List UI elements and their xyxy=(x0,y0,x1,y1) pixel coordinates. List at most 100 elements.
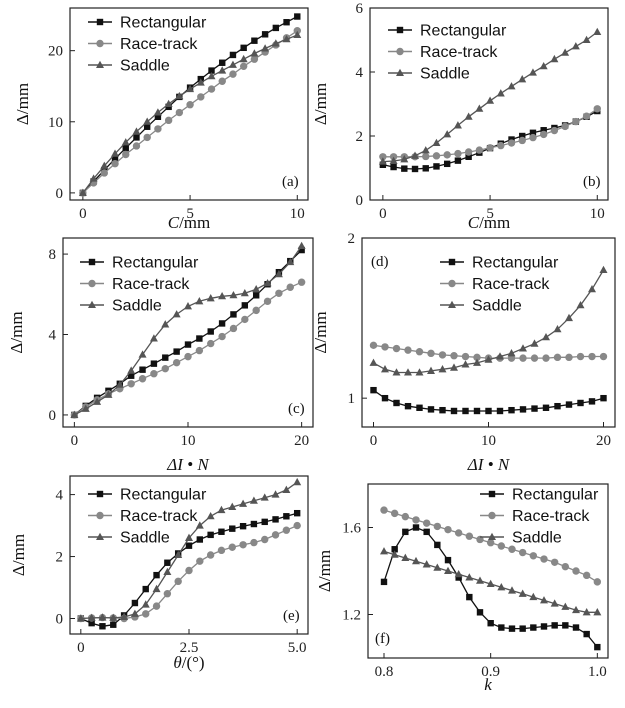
data-point xyxy=(542,404,550,411)
data-point xyxy=(132,142,141,150)
legend-marker xyxy=(396,68,404,76)
data-point xyxy=(282,526,291,534)
data-point xyxy=(508,406,515,414)
data-point xyxy=(439,406,446,414)
data-point xyxy=(369,358,378,366)
data-point xyxy=(283,513,290,520)
data-point xyxy=(542,333,550,341)
data-point xyxy=(507,139,516,147)
data-point xyxy=(207,85,216,93)
data-point xyxy=(600,394,607,402)
data-point xyxy=(415,368,424,376)
legend: Rectangular Race-track Saddle xyxy=(480,487,599,547)
data-point xyxy=(576,352,585,361)
data-point xyxy=(218,528,225,535)
data-point xyxy=(381,365,389,373)
data-point xyxy=(497,141,505,150)
data-point xyxy=(484,355,493,363)
data-point xyxy=(461,352,470,361)
legend-label: Rectangular xyxy=(120,15,207,32)
data-point xyxy=(152,602,161,610)
x-axis-label: C/mm xyxy=(468,213,511,232)
data-point xyxy=(486,144,494,152)
data-point xyxy=(132,127,141,135)
x-axis-label: k xyxy=(484,675,492,694)
data-point xyxy=(175,108,184,117)
legend-marker xyxy=(488,532,496,540)
data-point xyxy=(411,165,419,173)
data-point xyxy=(390,509,399,518)
x-tick-label: 2.5 xyxy=(180,640,199,656)
data-point xyxy=(465,573,474,581)
data-point xyxy=(454,157,462,164)
data-point xyxy=(252,284,261,293)
legend-marker xyxy=(96,39,104,48)
data-point xyxy=(196,536,204,543)
data-point xyxy=(404,368,412,376)
data-point xyxy=(111,155,119,162)
data-point xyxy=(163,567,172,576)
data-point xyxy=(218,292,227,300)
series-race-track xyxy=(379,105,601,161)
data-point xyxy=(185,542,193,549)
data-point xyxy=(229,525,236,532)
legend-marker xyxy=(88,300,96,308)
data-point xyxy=(550,126,559,135)
data-point xyxy=(206,294,215,302)
y-tick-label: 0 xyxy=(49,408,57,424)
data-point xyxy=(582,35,591,43)
data-point xyxy=(540,127,547,134)
data-point xyxy=(239,62,248,71)
data-point xyxy=(378,157,387,165)
data-point xyxy=(443,160,451,168)
data-point xyxy=(89,174,98,182)
data-point xyxy=(464,148,473,156)
data-point xyxy=(450,352,458,360)
series-saddle xyxy=(78,30,302,196)
data-point xyxy=(206,551,215,559)
data-point xyxy=(427,366,435,374)
data-point xyxy=(539,61,548,70)
data-point xyxy=(453,121,462,129)
data-point xyxy=(139,366,146,373)
data-point xyxy=(593,105,601,113)
legend-marker xyxy=(448,300,456,308)
legend-marker xyxy=(488,490,496,498)
x-tick-label: 0 xyxy=(379,206,387,222)
y-tick-label: 2 xyxy=(56,550,64,566)
data-point xyxy=(76,614,85,622)
data-point xyxy=(450,407,458,415)
data-point xyxy=(252,292,260,299)
y-tick-label: 1.6 xyxy=(342,521,361,537)
data-point xyxy=(127,366,136,374)
data-point xyxy=(415,348,424,356)
x-tick-label: 10 xyxy=(181,433,196,449)
data-point xyxy=(562,622,569,629)
data-point xyxy=(531,405,538,412)
y-axis-label: Δ/mm xyxy=(7,311,26,353)
x-tick-label: 0.8 xyxy=(375,664,394,680)
data-point xyxy=(161,320,170,328)
data-point xyxy=(519,354,527,362)
data-point xyxy=(138,375,147,383)
data-point xyxy=(454,569,463,578)
legend-marker xyxy=(96,60,104,68)
data-point xyxy=(207,531,214,539)
data-point xyxy=(473,358,481,366)
data-point xyxy=(241,302,249,309)
legend: Rectangular Race-track Saddle xyxy=(88,487,207,547)
x-tick-label: 0 xyxy=(77,640,85,656)
data-point xyxy=(153,108,162,116)
data-point xyxy=(239,54,248,63)
data-point xyxy=(249,496,258,504)
data-point xyxy=(433,563,442,571)
data-point xyxy=(432,138,441,147)
data-point xyxy=(229,324,238,333)
data-point xyxy=(230,311,237,318)
panel-label: (a) xyxy=(282,174,299,190)
legend-label: Rectangular xyxy=(112,255,199,272)
data-point xyxy=(196,335,203,342)
data-point xyxy=(530,354,539,362)
data-point xyxy=(519,344,527,352)
